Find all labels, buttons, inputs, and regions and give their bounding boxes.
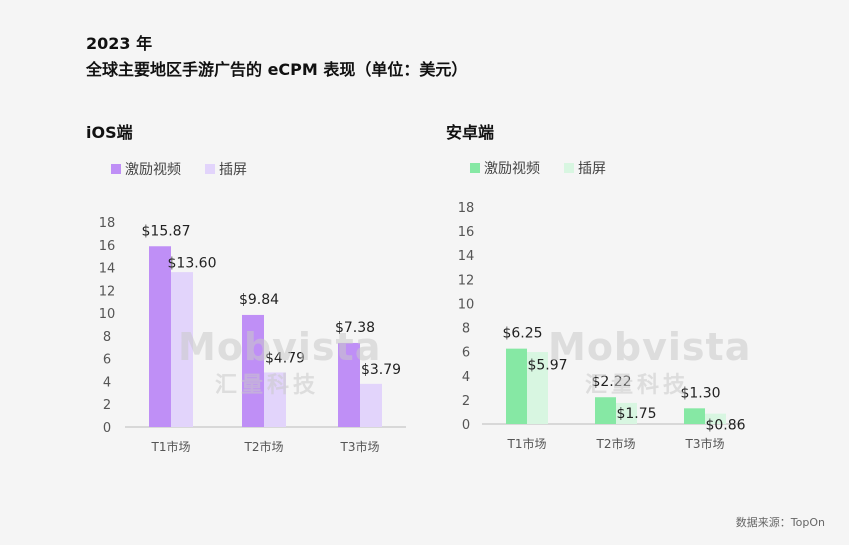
android-category-label: T2市场 (596, 436, 636, 451)
android-data-label-rewarded: $2.22 (591, 374, 631, 390)
ios-ytick-label: 16 (99, 239, 116, 254)
android-ytick-label: 0 (462, 418, 470, 433)
ios-bar-rewarded (338, 342, 360, 427)
ios-ytick-label: 12 (99, 284, 116, 299)
ios-data-label-interstitial: $3.79 (361, 362, 401, 378)
android-panel-title: 安卓端 (446, 123, 495, 142)
android-ytick-label: 12 (458, 273, 475, 288)
ios-ytick-label: 18 (99, 216, 116, 231)
ios-category-label: T3市场 (340, 439, 380, 454)
ios-legend: 激励视频 插屏 (111, 159, 271, 179)
android-ytick-label: 8 (462, 322, 470, 337)
ios-legend-item-rewarded: 激励视频 (111, 159, 181, 179)
ios-legend-label-rewarded: 激励视频 (125, 162, 181, 178)
android-ytick-label: 2 (462, 394, 470, 409)
android-bar-rewarded (595, 397, 616, 424)
android-ytick-label: 6 (462, 346, 470, 361)
ios-legend-swatch-rewarded (111, 164, 121, 174)
ios-data-label-rewarded: $7.38 (335, 320, 375, 336)
ios-category-label: T2市场 (244, 439, 284, 454)
chart-title-main: 全球主要地区手游广告的 eCPM 表现（单位：美元） (86, 60, 468, 79)
android-data-label-interstitial: $5.97 (527, 358, 567, 374)
android-ytick-label: 14 (458, 249, 475, 264)
android-legend-label-interstitial: 插屏 (578, 161, 606, 177)
android-category-label: T1市场 (507, 436, 547, 451)
ios-data-label-rewarded: $15.87 (142, 223, 191, 239)
ios-data-label-interstitial: $4.79 (265, 350, 305, 366)
ios-ytick-label: 6 (103, 353, 111, 368)
ios-legend-label-interstitial: 插屏 (219, 162, 247, 178)
android-data-label-rewarded: $1.30 (680, 385, 720, 401)
ios-legend-item-interstitial: 插屏 (205, 159, 247, 179)
data-source-note: 数据来源：TopOn (735, 516, 825, 529)
android-ytick-label: 18 (458, 201, 475, 216)
android-legend-item-rewarded: 激励视频 (470, 158, 540, 178)
android-bar-interstitial (527, 352, 548, 424)
android-legend: 激励视频 插屏 (470, 158, 630, 178)
ios-data-label-rewarded: $9.84 (239, 292, 279, 308)
android-bar-interstitial (705, 413, 726, 424)
android-ytick-label: 16 (458, 225, 475, 240)
android-bar-rewarded (684, 408, 705, 424)
android-legend-swatch-rewarded (470, 163, 480, 173)
ios-bar-interstitial (171, 272, 193, 427)
ios-ytick-label: 2 (103, 398, 111, 413)
ios-bar-interstitial (360, 383, 382, 427)
ios-bar-rewarded (149, 246, 171, 427)
ios-ytick-label: 10 (99, 307, 116, 322)
android-bar-interstitial (616, 402, 637, 424)
android-bar-rewarded (506, 348, 527, 424)
ios-panel-title: iOS端 (86, 123, 133, 142)
ios-bar-rewarded (242, 314, 264, 427)
ios-ytick-label: 8 (103, 330, 111, 345)
ios-legend-swatch-interstitial (205, 164, 215, 174)
ios-ytick-label: 0 (103, 421, 111, 436)
android-ytick-label: 4 (462, 370, 470, 385)
ios-category-label: T1市场 (151, 439, 191, 454)
android-legend-swatch-interstitial (564, 163, 574, 173)
android-data-label-interstitial: $0.86 (705, 417, 745, 433)
android-ytick-label: 10 (458, 297, 475, 312)
ios-ytick-label: 4 (103, 375, 111, 390)
android-category-label: T3市场 (685, 436, 725, 451)
android-data-label-interstitial: $1.75 (616, 406, 656, 422)
android-legend-label-rewarded: 激励视频 (484, 161, 540, 177)
chart-title-year: 2023 年 (86, 34, 153, 53)
ios-ytick-label: 14 (99, 262, 116, 277)
android-data-label-rewarded: $6.25 (502, 326, 542, 342)
ios-data-label-interstitial: $13.60 (168, 255, 217, 271)
ios-bar-interstitial (264, 372, 286, 427)
android-legend-item-interstitial: 插屏 (564, 158, 606, 178)
